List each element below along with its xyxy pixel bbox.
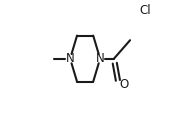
- Text: N: N: [96, 52, 104, 65]
- Text: Cl: Cl: [139, 4, 151, 17]
- Text: O: O: [120, 78, 129, 90]
- Text: N: N: [66, 52, 74, 65]
